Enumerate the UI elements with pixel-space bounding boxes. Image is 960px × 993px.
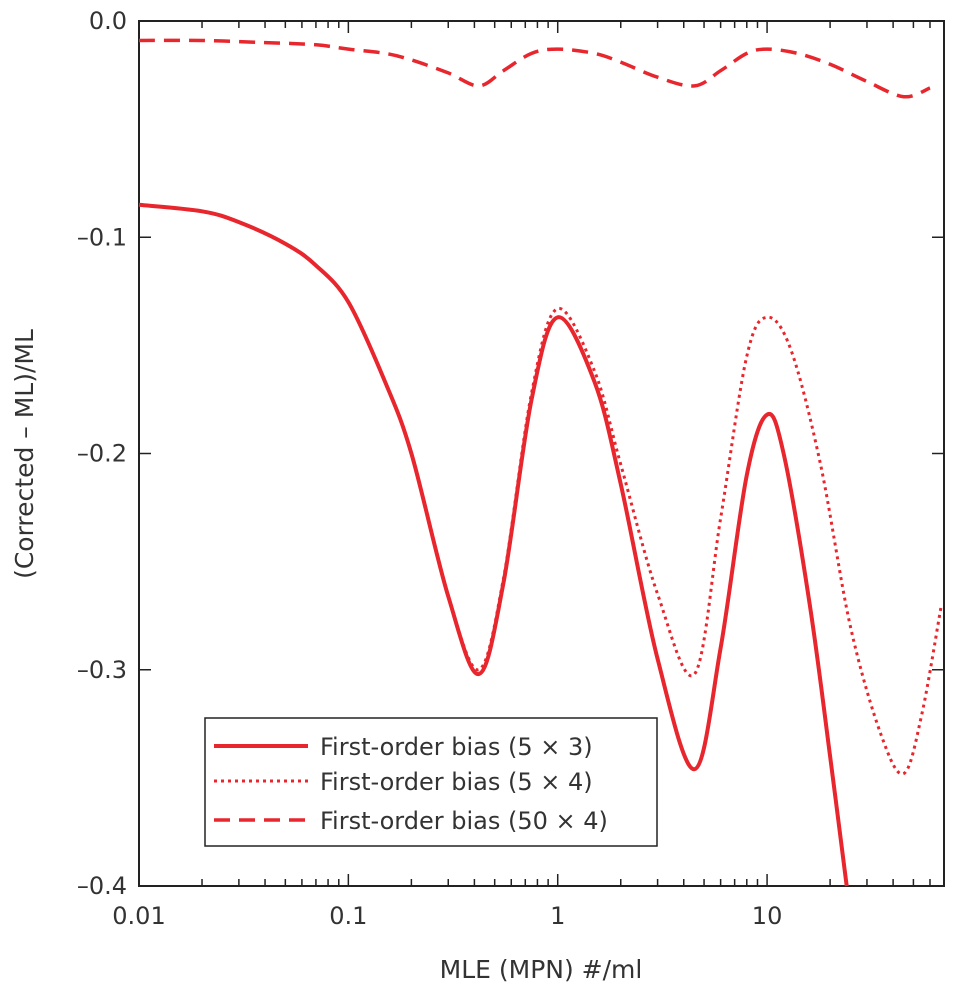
series-lines — [138, 38, 943, 887]
x-tick-label: 0.01 — [112, 902, 165, 930]
y-tick-label: –0.3 — [77, 656, 127, 684]
legend-label-50x4: First-order bias (50 × 4) — [320, 807, 608, 835]
legend-box — [204, 717, 658, 847]
x-tick-label: 10 — [752, 902, 783, 930]
x-axis-title: MLE (MPN) #/ml — [440, 955, 643, 984]
y-tick-label: –0.2 — [77, 440, 127, 468]
series-line-dotted — [138, 203, 943, 776]
y-tick-label: –0.1 — [77, 223, 127, 251]
legend: First-order bias (5 × 3) First-order bia… — [204, 717, 658, 847]
series-line-dashed — [138, 38, 931, 99]
x-tick-label: 1 — [550, 902, 565, 930]
series-line-solid — [138, 202, 849, 887]
axis-ticks: 0.01 0.1 1 10 0.0 –0.1 –0.2 –0.3 –0.4 — [77, 7, 945, 930]
x-tick-label: 0.1 — [329, 902, 367, 930]
y-tick-label: 0.0 — [89, 7, 127, 35]
legend-label-5x4: First-order bias (5 × 4) — [320, 768, 593, 796]
y-tick-label: –0.4 — [77, 872, 127, 900]
y-axis-title: (Corrected – ML)/ML — [10, 329, 39, 579]
legend-label-5x3: First-order bias (5 × 3) — [320, 733, 593, 761]
